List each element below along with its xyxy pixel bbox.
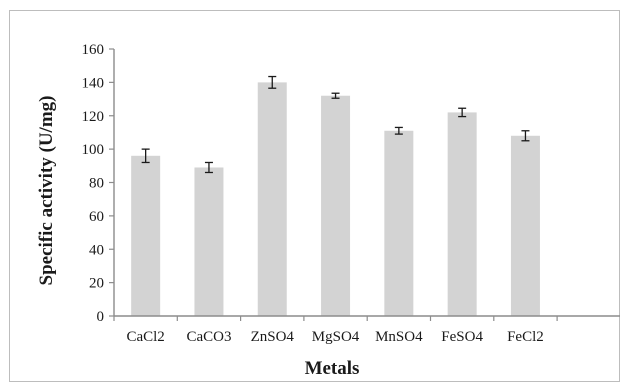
bar-znso4 bbox=[257, 82, 287, 316]
bar-mnso4 bbox=[384, 130, 414, 316]
error-bars bbox=[141, 75, 530, 174]
x-tick-label: CaCO3 bbox=[186, 329, 231, 345]
y-tick-label: 120 bbox=[82, 109, 105, 125]
y-axis-title: Specific activity (U/mg) bbox=[36, 96, 57, 286]
x-tick-label: FeCl2 bbox=[507, 329, 544, 345]
bars bbox=[131, 82, 540, 316]
x-tick-label: MgSO4 bbox=[312, 329, 360, 345]
bar-fecl2 bbox=[510, 135, 540, 316]
x-axis-title: Metals bbox=[305, 358, 360, 379]
y-tick-label: 160 bbox=[82, 42, 105, 58]
y-tick-label: 20 bbox=[89, 276, 104, 292]
x-tick-label: CaCl2 bbox=[126, 329, 164, 345]
y-tick-label: 140 bbox=[82, 75, 105, 91]
y-tick-label: 40 bbox=[89, 242, 104, 258]
y-tick-label: 0 bbox=[97, 309, 105, 325]
bar-caco3 bbox=[194, 167, 224, 316]
bar-cacl2 bbox=[131, 155, 161, 316]
x-tick-label: MnSO4 bbox=[375, 329, 423, 345]
y-ticks: 0 20 40 60 80 100 120 140 160 bbox=[82, 42, 558, 325]
x-tick-labels: CaCl2 CaCO3 ZnSO4 MgSO4 MnSO4 FeSO4 FeCl2 bbox=[126, 329, 543, 345]
x-tick-label: ZnSO4 bbox=[251, 329, 295, 345]
y-tick-label: 80 bbox=[89, 176, 104, 192]
y-tick-label: 100 bbox=[82, 142, 105, 158]
y-tick-label: 60 bbox=[89, 209, 104, 225]
bar-feso4 bbox=[447, 112, 477, 316]
bar-mgso4 bbox=[321, 95, 351, 316]
x-tick-label: FeSO4 bbox=[441, 329, 483, 345]
